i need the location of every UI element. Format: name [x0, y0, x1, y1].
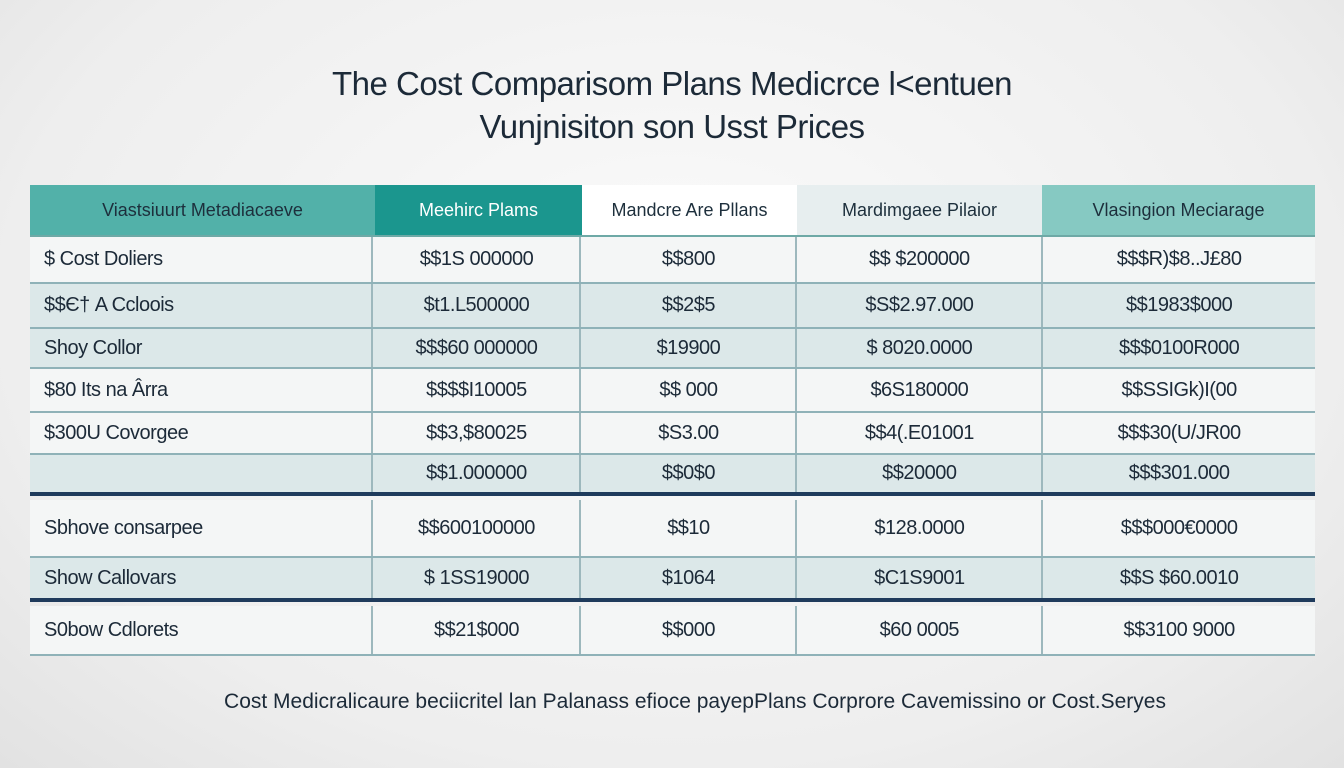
table-cell: $300U Covorgee: [30, 413, 374, 453]
table-cell: $$$60 000000: [373, 329, 582, 367]
table: Viastsiuurt Metadiacaeve Meehirc Plams Man…: [30, 185, 1315, 656]
table-cell: $$000: [581, 606, 798, 654]
table-cell: Show Callovars: [30, 558, 374, 598]
table-cell: $$$R)$8..J£80: [1116, 248, 1242, 270]
table-cell: $S3.00: [581, 413, 798, 453]
table-cell: $$$$I10005: [373, 369, 582, 411]
table-cell: $ Cost Doliers: [30, 237, 374, 282]
subtitle: Vunjnisiton son Usst Prices: [479, 108, 865, 145]
header-cell: Mardimgaee Pilaior: [797, 185, 1042, 235]
table-cell: $$600100000: [373, 500, 582, 556]
table-cell: $80 Its na Ârra: [30, 369, 374, 411]
table-row: Sbhove consarpee $$600100000 $$10 $128.0000…: [30, 500, 1315, 558]
table-cell: $$Є† A Ccloois: [30, 284, 374, 327]
table-row: Show Callovars $ 1SS19000 $1064 $C1S9001 $$S…: [30, 558, 1315, 602]
table-cell: $$SSIGk)I(00: [1121, 378, 1238, 401]
table-cell: $$$30(U/JR00: [1117, 421, 1241, 444]
table-row: $80 Its na Ârra $$$$I10005 $$ 000 $6S180000…: [30, 369, 1315, 413]
table-cell: $$21$000: [373, 606, 582, 654]
table-cell: $ 8020.0000: [797, 329, 1044, 367]
table-cell: $$$000€0000: [1120, 516, 1238, 539]
table-cell: $t1.L500000: [373, 284, 582, 327]
table-row: Shoy Collor $$$60 000000 $19900 $ 8020.0000…: [30, 329, 1315, 369]
table-cell: $$10: [581, 500, 798, 556]
table-cell: $1064: [581, 558, 798, 598]
table-cell: $$ $200000: [797, 237, 1044, 282]
table-cell: $6S180000: [797, 369, 1044, 411]
footer: Cost Medicralicaure beciicritel lan Pala…: [224, 690, 1166, 713]
table-row: $$Є† A Ccloois $t1.L500000 $$2$5 $S$2.97.00…: [30, 284, 1315, 329]
table-cell: $$0$0: [581, 455, 798, 492]
table-row: $ Cost Doliers $$1S 000000 $$800 $$ $200000…: [30, 237, 1315, 284]
table-cell: $$3100 9000: [1123, 618, 1235, 641]
table-cell: $19900: [581, 329, 798, 367]
header-cell: Mandcre Are Pllans: [582, 185, 797, 235]
table-cell: $$4(.E01001: [797, 413, 1044, 453]
table-cell: $$1983$000: [1126, 294, 1233, 316]
table-cell: $$3,$80025: [373, 413, 582, 453]
title: The Cost Comparisom Plans Medicrce l<ent…: [331, 65, 1013, 102]
table-cell: $60 0005: [797, 606, 1044, 654]
header-cell: Vlasingion Meciarage: [1042, 185, 1315, 235]
table-row: S0bow Cdlorets $$21$000 $$000 $60 0005 $$310…: [30, 606, 1315, 656]
table-cell: $$$0100R000: [1119, 336, 1240, 359]
table-cell: $$20000: [797, 455, 1044, 492]
table-cell: $S$2.97.000: [797, 284, 1044, 327]
table-cell: $$1.000000: [373, 455, 582, 492]
table-row: $300U Covorgee $$3,$80025 $S3.00 $$4(.E0100…: [30, 413, 1315, 455]
table-cell: $C1S9001: [797, 558, 1044, 598]
table-cell: $$1S 000000: [373, 237, 582, 282]
header-row: Viastsiuurt Metadiacaeve Meehirc Plams Man…: [30, 185, 1315, 237]
table-cell: $ 1SS19000: [373, 558, 582, 598]
table-cell: $$$301.000: [1128, 462, 1230, 484]
table-cell: Shoy Collor: [30, 329, 374, 367]
table-cell: $$ 000: [581, 369, 798, 411]
table-cell: $$S $60.0010: [1119, 566, 1239, 589]
table-cell: $$2$5: [581, 284, 798, 327]
table-cell: S0bow Cdlorets: [30, 606, 374, 654]
table-cell: Sbhove consarpee: [30, 500, 374, 556]
header-cell: Meehirc Plams: [375, 185, 582, 235]
header-cell: Viastsiuurt Metadiacaeve: [30, 185, 375, 235]
table-cell: [30, 455, 374, 492]
table-cell: $$800: [581, 237, 798, 282]
table-cell: $128.0000: [797, 500, 1044, 556]
table-row: $$1.000000 $$0$0 $$20000 $$$301.000: [30, 455, 1315, 496]
